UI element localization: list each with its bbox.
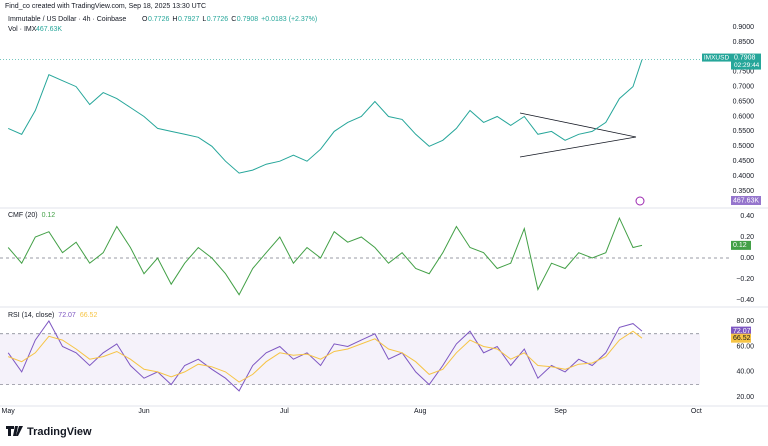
y-tick-label: 0.9000	[733, 24, 755, 31]
indicator-title: CMF (20)	[8, 212, 38, 219]
price-axis-symbol-box	[702, 53, 731, 62]
ohlc-label: H	[172, 16, 177, 23]
x-tick-label: May	[2, 408, 16, 415]
ohlc-value: 0.7726	[148, 16, 170, 23]
countdown: 02:29:44	[734, 62, 760, 69]
y-tick-label: 40.00	[736, 369, 754, 376]
logo	[6, 426, 23, 436]
series-line	[8, 330, 643, 383]
trendline	[519, 112, 637, 138]
ohlc-value: 0.7726	[207, 16, 229, 23]
x-tick-label: Sep	[554, 408, 567, 415]
price-axis-symbol: IMXUSD	[704, 54, 730, 61]
y-tick-label: 80.00	[736, 318, 754, 325]
y-tick-label: 0.40	[740, 213, 754, 220]
y-tick-label: 0.6500	[733, 98, 755, 105]
volume-label: Vol · IMX	[8, 26, 37, 33]
y-tick-label: 60.00	[736, 343, 754, 350]
change: +0.0183 (+2.37%)	[261, 16, 317, 23]
event-icon	[635, 196, 645, 206]
y-tick-label: 0.00	[740, 255, 754, 262]
ohlc-value: 0.7927	[178, 16, 200, 23]
y-tick-label: −0.20	[736, 276, 754, 283]
ohlc-label: L	[202, 16, 206, 23]
indicator-value: 0.12	[42, 212, 56, 219]
axis-value-box	[731, 333, 751, 343]
indicator-title: RSI (14, close)	[8, 312, 54, 319]
axis-value-label: 66.52	[733, 335, 751, 342]
volume-axis-label	[731, 196, 761, 205]
symbol: Immutable / US Dollar · 4h · Coinbase	[8, 16, 126, 23]
series-line	[7, 216, 643, 296]
y-tick-label: 0.3500	[733, 188, 755, 195]
axis-value-label: 0.12	[733, 242, 747, 249]
attribution: Find_co created with TradingView.com, Se…	[5, 3, 206, 10]
y-tick-label: 0.7500	[733, 69, 755, 76]
y-tick-label: 0.5000	[733, 143, 755, 150]
y-tick-label: 0.5500	[733, 128, 755, 135]
y-tick-label: 20.00	[736, 394, 754, 401]
axis-value-box	[731, 326, 751, 336]
y-tick-label: 0.8500	[733, 39, 755, 46]
y-tick-label: 0.4500	[733, 158, 755, 165]
y-tick-label: 0.20	[740, 234, 754, 241]
series-line	[7, 59, 643, 174]
y-tick-label: 0.7000	[733, 83, 755, 90]
price-axis-label: 0.7908	[734, 54, 756, 61]
ohlc-label: O	[142, 16, 148, 23]
y-tick-label: 0.6000	[733, 113, 755, 120]
x-tick-label: Jun	[138, 408, 149, 415]
trendline	[519, 136, 637, 158]
y-tick-label: 0.4000	[733, 173, 755, 180]
axis-value-box	[731, 240, 751, 250]
volume-value: 467.63K	[36, 26, 62, 33]
volume-axis-text: 467.63K	[733, 197, 759, 204]
series-line	[7, 320, 643, 392]
brand: TradingView	[27, 426, 92, 438]
indicator-value: 66.52	[80, 312, 98, 319]
rsi-band	[0, 333, 700, 385]
price-axis-label-box	[731, 53, 761, 70]
x-tick-label: Oct	[691, 408, 702, 415]
indicator-value: 72.07	[58, 312, 76, 319]
y-tick-label: −0.40	[736, 297, 754, 304]
ohlc-value: 0.7908	[237, 16, 259, 23]
x-tick-label: Jul	[280, 408, 289, 415]
x-tick-label: Aug	[414, 408, 427, 415]
ohlc-label: C	[231, 16, 236, 23]
axis-value-label: 72.07	[733, 328, 751, 335]
